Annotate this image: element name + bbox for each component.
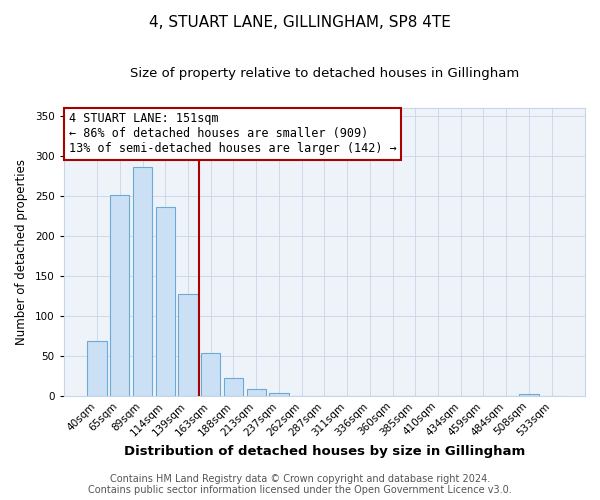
Text: Contains HM Land Registry data © Crown copyright and database right 2024.: Contains HM Land Registry data © Crown c… <box>110 474 490 484</box>
Title: Size of property relative to detached houses in Gillingham: Size of property relative to detached ho… <box>130 68 519 80</box>
Bar <box>155 207 175 396</box>
Y-axis label: Number of detached properties: Number of detached properties <box>15 159 28 345</box>
Bar <box>224 378 243 396</box>
Bar <box>133 167 152 396</box>
Bar <box>110 195 130 396</box>
Bar <box>247 388 266 396</box>
Bar <box>269 394 289 396</box>
X-axis label: Distribution of detached houses by size in Gillingham: Distribution of detached houses by size … <box>124 444 525 458</box>
Text: Contains public sector information licensed under the Open Government Licence v3: Contains public sector information licen… <box>88 485 512 495</box>
Bar <box>201 352 220 396</box>
Bar <box>88 340 107 396</box>
Text: 4 STUART LANE: 151sqm
← 86% of detached houses are smaller (909)
13% of semi-det: 4 STUART LANE: 151sqm ← 86% of detached … <box>69 112 397 156</box>
Bar <box>178 294 197 396</box>
Bar <box>519 394 539 396</box>
Text: 4, STUART LANE, GILLINGHAM, SP8 4TE: 4, STUART LANE, GILLINGHAM, SP8 4TE <box>149 15 451 30</box>
